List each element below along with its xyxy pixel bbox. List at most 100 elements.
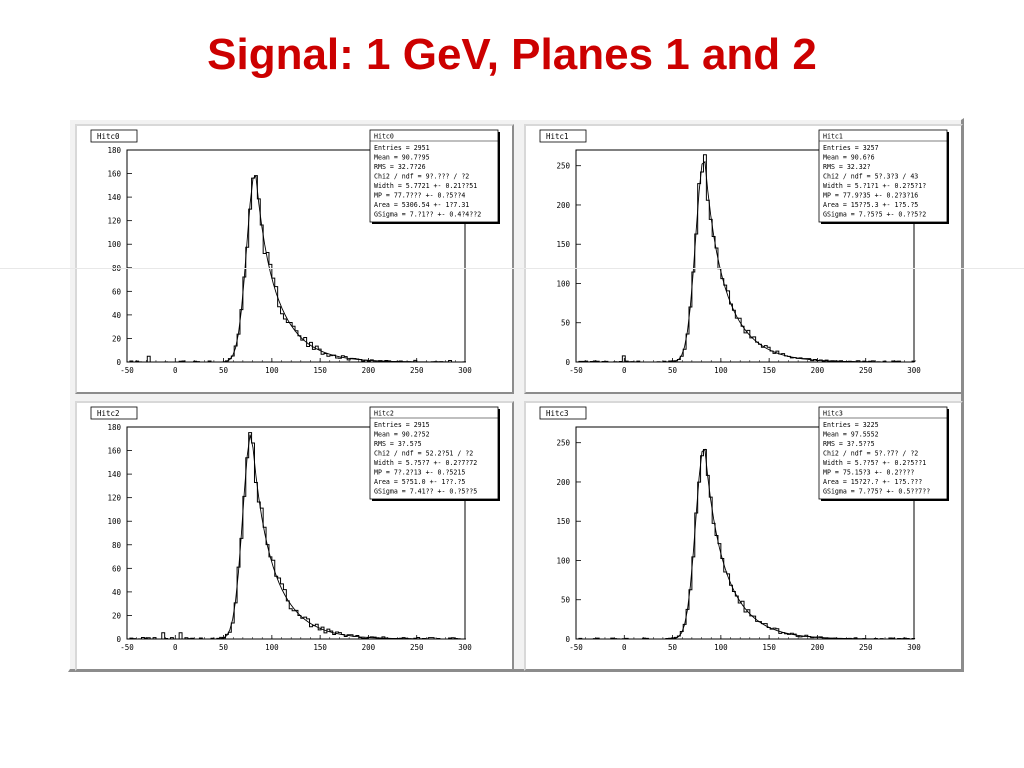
stats-line: Mean = 90.6?6 — [823, 154, 875, 162]
y-tick-label: 250 — [556, 439, 570, 448]
x-tick-label: 250 — [410, 366, 424, 375]
stats-line: MP = 77.9?35 +- 0.2?3?16 — [823, 192, 918, 200]
x-tick-label: 250 — [859, 366, 873, 375]
y-tick-label: 100 — [556, 279, 570, 288]
histogram-name-box — [539, 129, 587, 143]
stats-line: Width = 5.??5? +- 0.2?5??1 — [823, 459, 926, 467]
x-tick-label: 0 — [622, 643, 627, 652]
x-tick-label: 150 — [762, 366, 776, 375]
histogram-hitc1: Hitc1-50 0 50 100 150 200 250 30005010015020025… — [539, 129, 949, 375]
y-tick-label: 250 — [556, 162, 570, 171]
y-tick-label: 200 — [556, 478, 570, 487]
stats-line: Area = 5306.54 +- 1?7.31 — [374, 201, 469, 209]
y-tick-label: 100 — [107, 240, 121, 249]
histogram-name-box — [90, 129, 138, 143]
stats-line: RMS = 3?.5?5 — [374, 440, 422, 448]
stats-line: Mean = 97.5552 — [823, 431, 879, 439]
fit-curve — [577, 448, 914, 640]
y-tick-label: 200 — [556, 201, 570, 210]
x-tick-label: 300 — [907, 643, 921, 652]
x-tick-label: 200 — [362, 366, 376, 375]
stats-line: GSigma = 7.?75? +- 0.5??7?? — [823, 488, 930, 496]
histogram-name-label: Hitc3 — [539, 406, 587, 420]
stats-line: MP = 75.15?3 +- 0.2???? — [823, 469, 914, 477]
x-tick-label: 50 — [219, 643, 229, 652]
stats-line: RMS = 32.7?26 — [374, 163, 426, 171]
y-tick-label: 100 — [556, 556, 570, 565]
slide-title: Signal: 1 GeV, Planes 1 and 2 — [207, 30, 817, 79]
y-tick-label: 0 — [116, 358, 121, 367]
y-tick-label: 160 — [107, 447, 121, 456]
stats-line: Chi2 / ndf = 5?.?7? / ?2 — [823, 450, 918, 458]
y-tick-label: 20 — [112, 611, 122, 620]
x-tick-label: 50 — [668, 366, 678, 375]
stats-line: RMS = 32.32? — [823, 163, 871, 171]
stats-title: Hitc2 — [374, 410, 394, 418]
x-tick-label: 100 — [265, 643, 279, 652]
y-tick-label: 40 — [112, 311, 122, 320]
pad-hitc0: Hitc0-5005010015020025030002040608010012… — [75, 124, 514, 394]
y-tick-label: 40 — [112, 588, 122, 597]
y-tick-label: 100 — [107, 517, 121, 526]
histogram-name-text: Hitc1 — [546, 132, 569, 141]
x-tick-label: 200 — [811, 643, 825, 652]
stats-line: RMS = 3?.5??5 — [823, 440, 875, 448]
x-tick-label: 300 — [458, 643, 472, 652]
y-tick-label: 0 — [116, 635, 121, 644]
stats-line: Area = 5?51.0 +- 1??.?5 — [374, 478, 465, 486]
pad-hitc1: Hitc1 -50 0 50 100 150 200 250 300 0 50 100 150 200 25… — [524, 124, 963, 394]
stats-line: GSigma = 7.41?? +- 0.?5??5 — [374, 488, 477, 496]
x-tick-label: 100 — [714, 366, 728, 375]
y-tick-label: 60 — [112, 564, 122, 573]
stats-box-frame — [369, 129, 499, 223]
stats-line: GSigma = 7.?1?? +- 0.4?4??2 — [374, 211, 481, 219]
histogram-hitc3: Hitc3-50 0 50 100 150 200 250 30005010015020025… — [539, 406, 949, 652]
histogram-name-text: Hitc3 — [546, 409, 569, 418]
histogram-hitc2: Hitc2-50 0 50 100 150 200 250 30002040608010012… — [90, 406, 500, 652]
y-tick-label: 150 — [556, 240, 570, 249]
y-tick-label: 180 — [107, 423, 121, 432]
y-tick-label: 50 — [561, 319, 571, 328]
y-tick-label: 0 — [565, 358, 570, 367]
stats-line: GSigma = 7.?5?5 +- 0.??5?2 — [823, 211, 926, 219]
stats-title: Hitc3 — [823, 410, 843, 418]
stats-line: Area = 15?2?.? +- 1?5.??? — [823, 478, 922, 486]
fit-curve — [128, 434, 465, 640]
stats-line: Chi2 / ndf = 9?.??? / ?2 — [374, 173, 469, 181]
x-tick-label: 50 — [668, 643, 678, 652]
histogram-name-label: Hitc0 — [90, 129, 138, 143]
x-tick-label: 0 — [622, 366, 627, 375]
stats-line: Width = 5.?5?7 +- 0.2?7?72 — [374, 459, 477, 467]
stats-line: MP = 77.7??? +- 0.?5??4 — [374, 192, 465, 200]
y-tick-label: 80 — [112, 541, 122, 550]
histogram-name-text: Hitc0 — [97, 132, 120, 141]
histogram-hitc0: Hitc0-5005010015020025030002040608010012… — [90, 129, 500, 375]
y-tick-label: 50 — [561, 596, 571, 605]
stats-line: Chi2 / ndf = 5?.3?3 / 43 — [823, 173, 918, 181]
stats-line: Entries = 2915 — [374, 421, 430, 429]
histogram-name-box — [539, 406, 587, 420]
x-tick-label: 300 — [907, 366, 921, 375]
y-tick-label: 120 — [107, 494, 121, 503]
y-tick-label: 0 — [565, 635, 570, 644]
x-tick-label: 0 — [173, 366, 178, 375]
fit-curve — [128, 175, 465, 363]
y-tick-label: 20 — [112, 334, 122, 343]
x-tick-label: 200 — [362, 643, 376, 652]
stats-line: Width = 5.?1?1 +- 0.2?5?1? — [823, 182, 926, 190]
x-tick-label: 300 — [458, 366, 472, 375]
x-tick-label: -50 — [569, 366, 583, 375]
histogram-name-text: Hitc2 — [97, 409, 120, 418]
pad-hitc2: Hitc2 -50 0 50 100 150 200 250 300 0 20 40 60 80 100 12… — [75, 401, 514, 671]
stats-line: Entries = 3225 — [823, 421, 879, 429]
x-tick-label: 50 — [219, 366, 229, 375]
stats-box-frame — [369, 406, 499, 500]
y-tick-label: 140 — [107, 470, 121, 479]
histogram-name-box — [90, 406, 138, 420]
stats-line: Entries = 3257 — [823, 144, 879, 152]
stats-title: Hitc0 — [374, 133, 394, 141]
